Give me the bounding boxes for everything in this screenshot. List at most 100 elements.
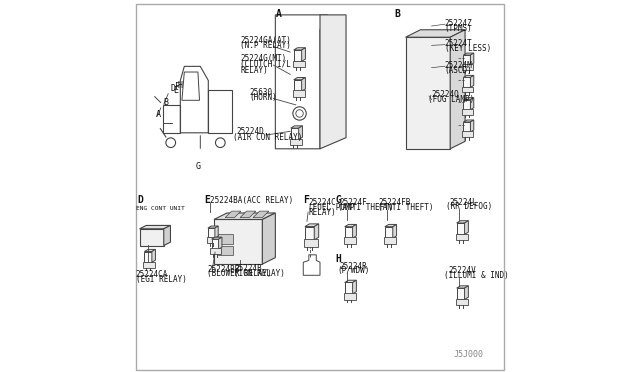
Text: D: D [138, 195, 143, 205]
Polygon shape [290, 139, 301, 145]
Polygon shape [305, 227, 314, 240]
Polygon shape [219, 237, 222, 249]
Polygon shape [465, 286, 468, 299]
Text: 25224F: 25224F [339, 198, 367, 207]
Text: 25224CA: 25224CA [136, 270, 168, 279]
Polygon shape [240, 211, 256, 218]
Text: (EGI RELAY): (EGI RELAY) [136, 275, 187, 284]
Polygon shape [291, 128, 299, 140]
Polygon shape [294, 50, 301, 61]
Text: G: G [195, 162, 200, 171]
Polygon shape [463, 77, 470, 87]
Polygon shape [301, 77, 305, 91]
Polygon shape [140, 225, 170, 229]
Polygon shape [344, 293, 356, 299]
Polygon shape [384, 237, 396, 244]
Polygon shape [211, 248, 221, 254]
Text: H: H [335, 254, 342, 264]
Polygon shape [164, 225, 170, 246]
Polygon shape [406, 30, 465, 37]
Polygon shape [304, 239, 317, 247]
Polygon shape [299, 126, 303, 140]
Text: 25224GA(AT): 25224GA(AT) [240, 36, 291, 45]
Polygon shape [214, 213, 275, 219]
Polygon shape [218, 246, 232, 255]
Polygon shape [463, 122, 470, 132]
Polygon shape [457, 221, 468, 223]
Text: (ANTI THEFT): (ANTI THEFT) [338, 203, 394, 212]
Polygon shape [450, 30, 465, 149]
Text: B: B [394, 9, 400, 19]
Polygon shape [345, 227, 353, 238]
Text: (IGN RELAY): (IGN RELAY) [234, 269, 285, 278]
Polygon shape [208, 228, 215, 238]
Polygon shape [353, 224, 356, 238]
Polygon shape [344, 237, 356, 244]
Text: 25224FB: 25224FB [379, 198, 411, 207]
Polygon shape [314, 224, 319, 240]
Polygon shape [345, 224, 356, 227]
Polygon shape [345, 282, 353, 294]
Polygon shape [207, 237, 218, 243]
Polygon shape [393, 224, 397, 238]
Text: 25224Q: 25224Q [431, 90, 460, 99]
Polygon shape [463, 76, 474, 77]
Text: (ILLUMI & IND): (ILLUMI & IND) [444, 271, 508, 280]
Text: ENG CONT UNIT: ENG CONT UNIT [136, 206, 184, 211]
Polygon shape [145, 251, 152, 262]
Text: 25224B: 25224B [234, 264, 262, 273]
Text: 25224L: 25224L [449, 198, 477, 206]
Text: 25224V: 25224V [449, 266, 476, 275]
Text: 25224D: 25224D [236, 127, 264, 136]
Polygon shape [385, 224, 397, 227]
Text: 25224Z: 25224Z [445, 19, 472, 28]
Polygon shape [294, 80, 301, 91]
Polygon shape [457, 288, 465, 299]
Polygon shape [463, 100, 470, 110]
Polygon shape [140, 229, 164, 246]
Polygon shape [353, 280, 356, 294]
Text: (N.P RELAY): (N.P RELAY) [240, 41, 291, 50]
Polygon shape [294, 48, 305, 50]
Text: G: G [335, 195, 342, 205]
Polygon shape [145, 249, 156, 251]
Polygon shape [291, 126, 303, 128]
Polygon shape [320, 15, 346, 149]
Polygon shape [292, 61, 305, 67]
Text: D: D [170, 84, 175, 93]
Polygon shape [462, 131, 473, 137]
Polygon shape [292, 90, 305, 97]
Text: 25630: 25630 [250, 88, 273, 97]
Text: H: H [178, 81, 183, 90]
Text: 25224BA(ACC RELAY): 25224BA(ACC RELAY) [211, 196, 294, 205]
Text: RELAY): RELAY) [308, 208, 336, 217]
Text: (AIR CON RELAY): (AIR CON RELAY) [232, 132, 302, 141]
Polygon shape [143, 262, 155, 267]
Polygon shape [457, 223, 465, 234]
Text: B: B [163, 98, 168, 107]
Polygon shape [294, 77, 305, 80]
Polygon shape [457, 286, 468, 288]
Polygon shape [463, 98, 474, 100]
Polygon shape [208, 226, 218, 228]
Polygon shape [301, 48, 305, 61]
Polygon shape [470, 76, 474, 87]
Text: A: A [156, 110, 161, 119]
Polygon shape [212, 237, 222, 239]
Polygon shape [218, 234, 232, 244]
Text: (BLOWER RELAY): (BLOWER RELAY) [207, 269, 271, 278]
Polygon shape [345, 280, 356, 282]
Polygon shape [463, 120, 474, 122]
Polygon shape [463, 55, 470, 65]
Polygon shape [385, 227, 393, 238]
Polygon shape [465, 221, 468, 234]
Text: E: E [173, 86, 178, 95]
Polygon shape [456, 234, 468, 240]
Text: F: F [175, 82, 180, 91]
Polygon shape [462, 87, 473, 92]
Text: 25224C: 25224C [308, 198, 336, 207]
Polygon shape [456, 299, 468, 305]
Text: (ANTI THEFT): (ANTI THEFT) [378, 203, 433, 212]
Text: 25224T: 25224T [445, 39, 472, 48]
Text: (KEY LESS): (KEY LESS) [445, 44, 491, 53]
